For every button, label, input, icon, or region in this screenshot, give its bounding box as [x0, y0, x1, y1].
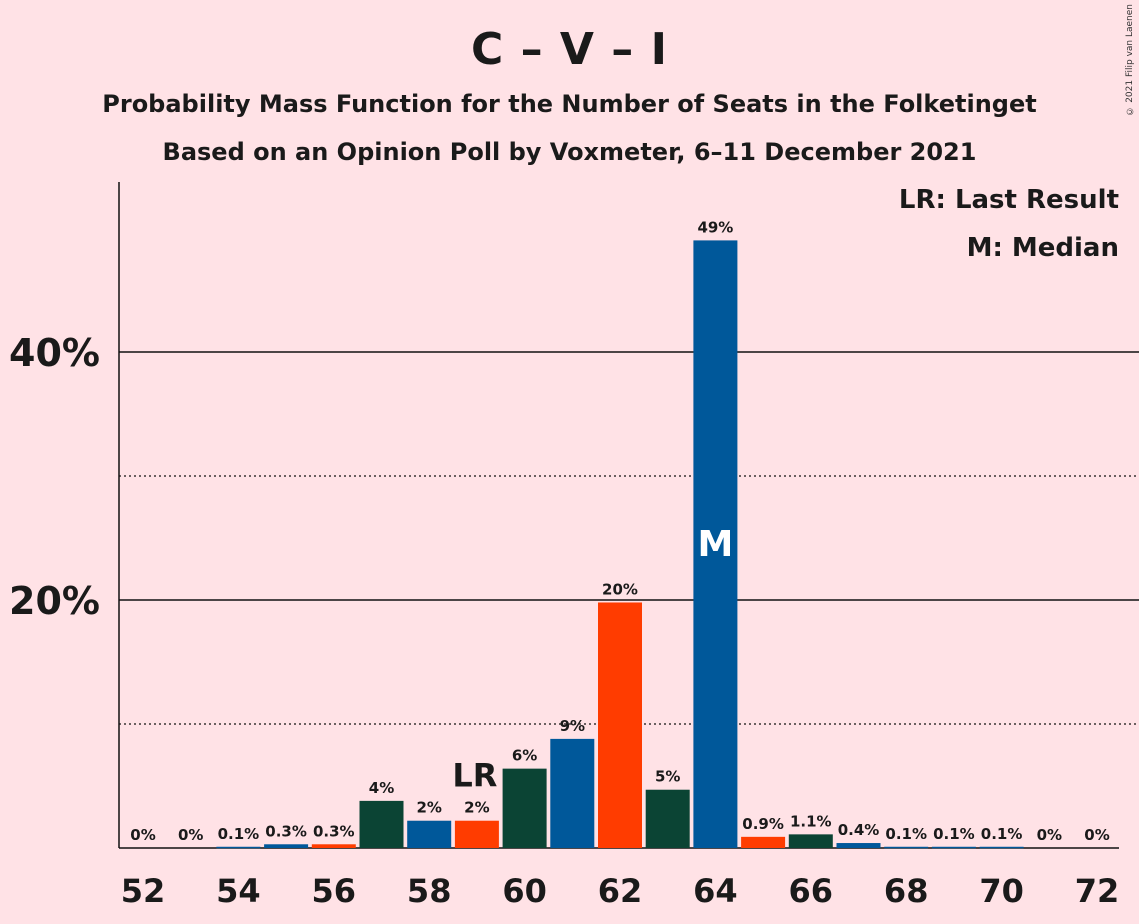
- data-label: 49%: [697, 218, 733, 236]
- data-label: 0%: [130, 826, 155, 844]
- bar-seats-59: [454, 820, 499, 848]
- data-label: 0.1%: [933, 825, 975, 843]
- bar-seats-68: [884, 846, 929, 849]
- x-tick-label: 60: [502, 872, 547, 910]
- data-label: 0.1%: [218, 825, 260, 843]
- x-tick-label: 52: [121, 872, 166, 910]
- x-tick-label: 68: [884, 872, 929, 910]
- legend-median: M: Median: [966, 233, 1119, 263]
- data-label: 5%: [655, 768, 680, 786]
- chart-title: C – V – I: [471, 24, 668, 75]
- data-label: 0.3%: [313, 822, 355, 840]
- data-label: 0.1%: [981, 825, 1023, 843]
- data-label: 20%: [602, 580, 638, 598]
- data-label: 0%: [1037, 826, 1062, 844]
- bar-seats-61: [550, 738, 595, 848]
- last-result-marker: LR: [452, 757, 497, 795]
- bar-seats-69: [931, 846, 976, 849]
- bar-seats-64: [693, 240, 738, 848]
- x-tick-label: 54: [216, 872, 261, 910]
- median-marker: M: [697, 524, 733, 565]
- chart-subtitle: Probability Mass Function for the Number…: [102, 90, 1037, 118]
- data-label: 2%: [464, 799, 489, 817]
- data-label: 0.1%: [885, 825, 927, 843]
- bar-seats-58: [407, 820, 452, 848]
- data-label: 0.4%: [838, 821, 880, 839]
- bar-seats-54: [216, 846, 261, 849]
- chart-subtitle-poll: Based on an Opinion Poll by Voxmeter, 6–…: [162, 138, 977, 166]
- bar-seats-63: [645, 789, 690, 848]
- data-label: 0%: [1084, 826, 1109, 844]
- bar-seats-70: [979, 846, 1024, 849]
- bar-seats-66: [788, 834, 833, 848]
- data-label: 0%: [178, 826, 203, 844]
- x-tick-label: 56: [312, 872, 357, 910]
- bar-seats-60: [502, 768, 547, 848]
- data-label: 1.1%: [790, 812, 832, 830]
- data-label: 4%: [369, 779, 394, 797]
- bar-seats-55: [264, 844, 309, 848]
- bar-seats-62: [598, 602, 642, 848]
- data-label: 2%: [416, 799, 441, 817]
- x-tick-label: 62: [598, 872, 643, 910]
- bar-seats-56: [311, 844, 356, 848]
- bar-seats-67: [836, 843, 881, 848]
- bar-seats-65: [741, 836, 786, 848]
- data-label: 0.9%: [742, 815, 784, 833]
- x-tick-label: 58: [407, 872, 452, 910]
- legend-last-result: LR: Last Result: [898, 185, 1119, 215]
- data-label: 0.3%: [265, 822, 307, 840]
- y-tick-label: 20%: [9, 579, 100, 623]
- y-tick-label: 40%: [9, 331, 100, 375]
- data-label: 9%: [560, 717, 585, 735]
- x-tick-label: 64: [693, 872, 738, 910]
- bar-seats-57: [359, 800, 404, 848]
- x-tick-label: 70: [979, 872, 1024, 910]
- data-label: 6%: [512, 747, 537, 765]
- x-tick-label: 72: [1075, 872, 1120, 910]
- x-tick-label: 66: [789, 872, 834, 910]
